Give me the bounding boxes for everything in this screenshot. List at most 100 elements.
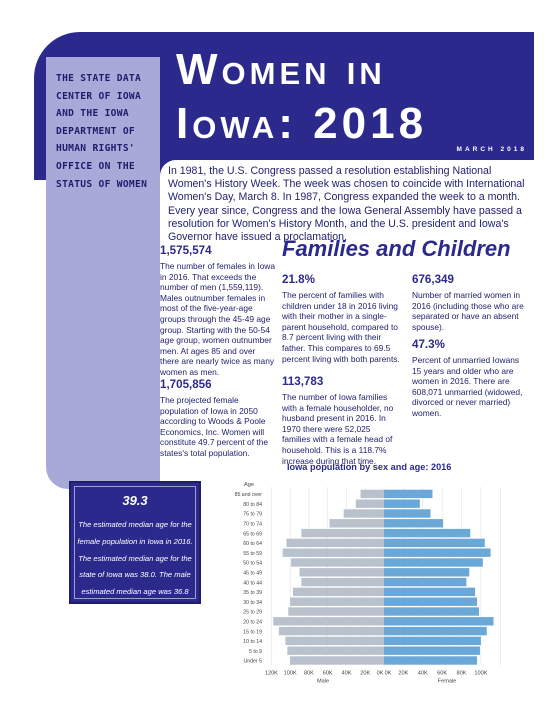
median-age-text: The estimated median age for the female … [77,520,193,597]
stat-number: 1,575,574 [160,244,212,257]
age-tick-label: 15 to 19 [243,629,262,635]
x-tick-label: 100K [284,670,297,676]
bar-female [384,548,491,557]
bar-female [384,626,487,636]
bar-female [384,519,444,528]
bar-male [288,607,384,616]
age-tick-label: Under 5 [244,659,263,665]
x-axis-label-male: Male [317,678,329,684]
publisher-text: THE STATE DATA CENTER OF IOWA AND THE IO… [56,73,148,190]
stat-number: 21.8% [282,273,315,286]
age-tick-label: 25 to 29 [243,610,262,616]
bar-male [290,597,384,606]
stat-description: The number of Iowa families with a femal… [282,392,394,466]
bar-female [384,607,479,616]
bar-male [299,568,384,577]
title-line-1: Women in [176,45,386,94]
stat-description: The number of females in Iowa in 2016. T… [160,261,275,377]
stat-female-householder: 113,783 The number of Iowa families with… [282,375,400,466]
age-tick-label: 5 to 9 [249,649,262,655]
stat-description: Number of married women in 2016 (includi… [412,290,524,332]
bar-male [273,617,384,626]
x-tick-label: 60K [437,670,447,676]
bar-male [290,656,384,665]
bar-female [384,587,476,597]
stat-number: 1,705,856 [160,378,212,391]
x-tick-label: 80K [457,670,467,676]
age-tick-label: 50 to 54 [243,561,262,567]
x-tick-label: 80K [304,670,314,676]
stat-description: The projected female population of Iowa … [160,395,269,458]
stat-single-mother: 21.8% The percent of families with child… [282,273,400,364]
sidebar-panel [46,57,160,489]
x-tick-label: 60K [323,670,333,676]
x-tick-label: 100K [474,670,487,676]
bar-male [355,499,384,508]
bar-male [343,509,384,518]
stat-married-women: 676,349 Number of married women in 2016 … [412,273,530,332]
age-tick-label: 45 to 49 [243,571,262,577]
bar-male [287,646,384,655]
bar-female [384,617,494,626]
bar-female [384,558,483,567]
bar-male [278,626,384,636]
age-tick-label: 10 to 14 [243,639,262,645]
median-age-box: 39.3 The estimated median age for the fe… [69,481,201,604]
bar-male [285,636,384,646]
stat-description: Percent of unmarried Iowans 15 years and… [412,355,523,418]
bar-female [384,568,470,577]
bar-female [384,636,481,646]
intro-box [160,160,534,234]
x-tick-label: 40K [418,670,428,676]
intro-paragraph: In 1981, the U.S. Congress passed a reso… [168,165,525,244]
stat-number: 113,783 [282,375,324,388]
age-tick-label: 35 to 39 [243,590,262,596]
x-tick-label: 20K [398,670,408,676]
bar-male [301,528,384,538]
age-tick-label: 40 to 44 [243,580,262,586]
bar-male [286,538,384,548]
age-tick-label: 80 to 84 [243,502,262,508]
age-tick-label: 30 to 34 [243,600,262,606]
bar-female [384,646,480,655]
x-tick-label: 0K [377,670,384,676]
bar-female [384,489,433,499]
bar-female [384,538,485,548]
x-tick-label: 0K [385,670,392,676]
age-tick-label: 65 to 69 [243,531,262,537]
title-line-2: Iowa: 2018 [176,99,428,148]
age-tick-label: 85 and over [235,492,263,498]
age-tick-label: 75 to 79 [243,512,262,518]
bar-female [384,577,467,587]
age-tick-label: 60 to 64 [243,541,262,547]
age-tick-label: 55 to 59 [243,551,262,557]
x-tick-label: 120K [265,670,278,676]
page-title: Women in Iowa: 2018 [176,43,526,151]
bar-male [291,558,384,567]
median-age-frame [74,486,196,599]
section-title: Families and Children [282,236,511,261]
bar-male [301,577,384,587]
x-tick-label: 20K [360,670,370,676]
bar-female [384,597,478,606]
stat-female-population: 1,575,574 The number of females in Iowa … [160,244,276,378]
bar-female [384,509,431,518]
stat-unmarried-women: 47.3% Percent of unmarried Iowans 15 yea… [412,338,530,419]
publication-date: MARCH 2018 [456,146,527,153]
bar-male [292,587,384,597]
stat-projected-population: 1,705,856 The projected female populatio… [160,378,276,459]
bar-female [384,499,420,508]
y-axis-title: Age [244,482,254,488]
bar-female [384,528,471,538]
median-age-number: 39.3 [122,493,148,508]
bar-male [360,489,384,499]
bar-male [282,548,384,557]
bar-male [329,519,384,528]
bar-female [384,656,478,665]
stat-number: 47.3% [412,338,445,351]
chart-title: Iowa population by sex and age: 2016 [287,462,452,472]
age-tick-label: 20 to 24 [243,620,262,626]
x-tick-label: 40K [341,670,351,676]
x-axis-label-female: Female [438,678,457,684]
stat-description: The percent of families with children un… [282,290,400,364]
